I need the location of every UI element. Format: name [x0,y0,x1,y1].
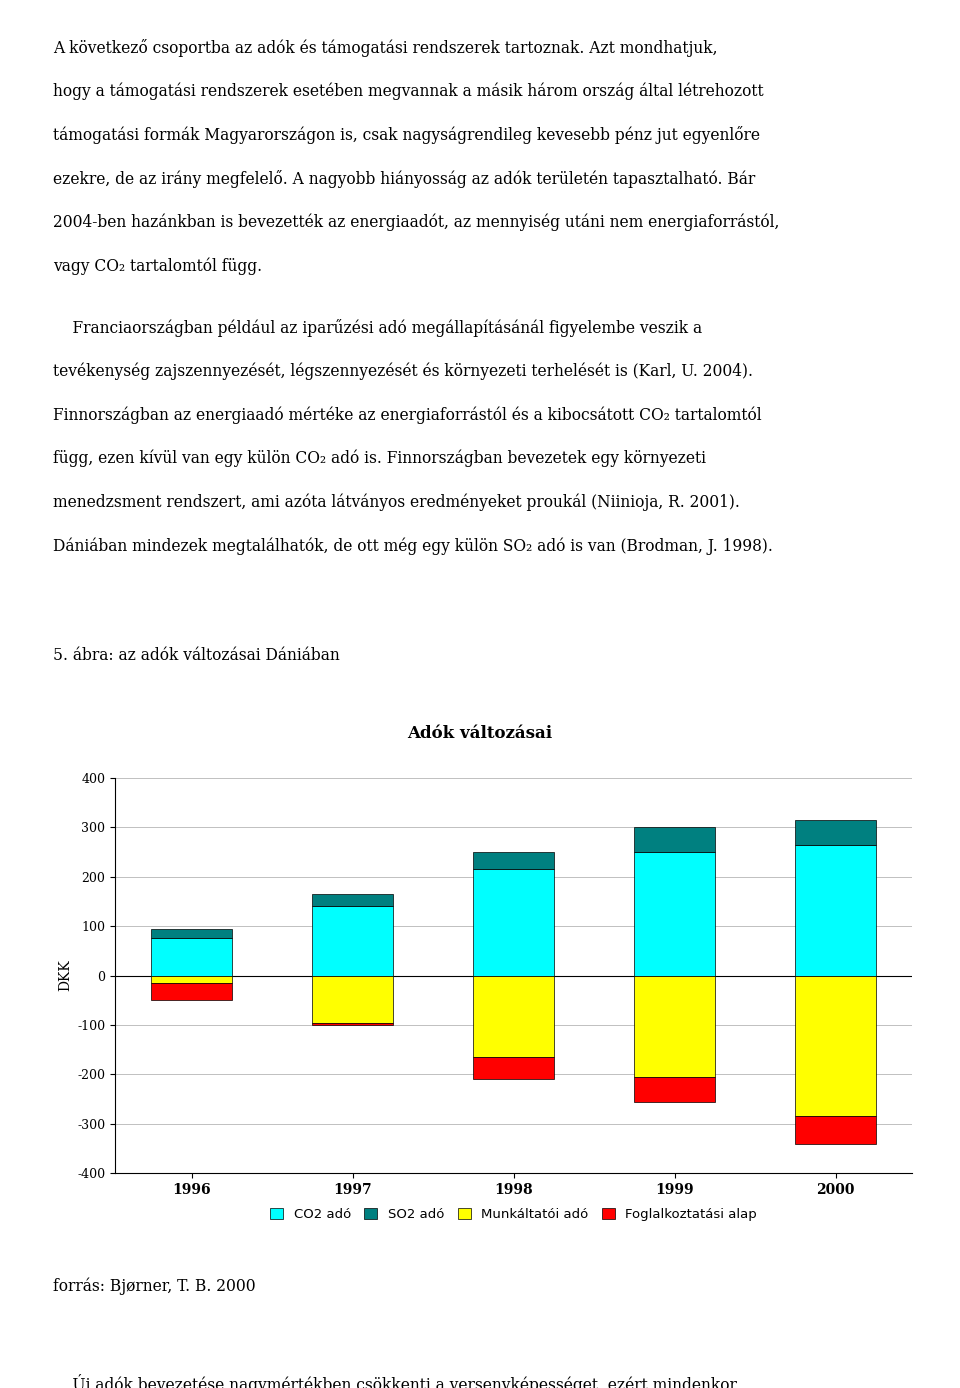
Text: Új adók bevezetése nagymértékben csökkenti a versenyképességet, ezért mindenkor: Új adók bevezetése nagymértékben csökken… [53,1374,736,1388]
Text: 5. ábra: az adók változásai Dániában: 5. ábra: az adók változásai Dániában [53,647,340,663]
Legend: CO2 adó, SO2 adó, Munkáltatói adó, Foglalkoztatási alap: CO2 adó, SO2 adó, Munkáltatói adó, Fogla… [265,1202,762,1226]
Text: vagy CO₂ tartalomtól függ.: vagy CO₂ tartalomtól függ. [53,258,262,275]
Text: Finnországban az energiaadó mértéke az energiaforrástól és a kibocsátott CO₂ tar: Finnországban az energiaadó mértéke az e… [53,407,761,423]
Text: Adók változásai: Adók változásai [407,726,553,743]
Bar [635,827,715,852]
Text: tevékenység zajszennyezését, légszennyezését és környezeti terhelését is (Karl, : tevékenység zajszennyezését, légszennyez… [53,362,753,380]
Bar [795,820,876,844]
Text: Dániában mindezek megtalálhatók, de ott még egy külön SO₂ adó is van (Brodman, J: Dániában mindezek megtalálhatók, de ott … [53,537,773,555]
Text: A következő csoportba az adók és támogatási rendszerek tartoznak. Azt mondhatjuk: A következő csoportba az adók és támogat… [53,39,717,57]
Bar [635,852,715,976]
Text: hogy a támogatási rendszerek esetében megvannak a másik három ország által létre: hogy a támogatási rendszerek esetében me… [53,83,763,100]
Bar [795,1116,876,1144]
Bar [473,852,554,869]
Bar [312,894,393,906]
Bar [312,906,393,976]
Bar [152,976,232,983]
Bar [312,976,393,1023]
Text: függ, ezen kívül van egy külön CO₂ adó is. Finnországban bevezetek egy környezet: függ, ezen kívül van egy külön CO₂ adó i… [53,450,706,468]
Bar [635,976,715,1077]
Bar [795,844,876,976]
Bar [152,929,232,938]
Text: ezekre, de az irány megfelelő. A nagyobb hiányosság az adók területén tapasztalh: ezekre, de az irány megfelelő. A nagyobb… [53,171,756,187]
Bar [635,1077,715,1102]
Bar [152,983,232,1001]
Text: menedzsment rendszert, ami azóta látványos eredményeket proukál (Niinioja, R. 20: menedzsment rendszert, ami azóta látvány… [53,494,739,511]
Y-axis label: DKK: DKK [58,959,72,991]
Bar [152,938,232,976]
Bar [473,869,554,976]
Bar [473,976,554,1058]
Text: forrás: Bjørner, T. B. 2000: forrás: Bjørner, T. B. 2000 [53,1277,255,1295]
Text: támogatási formák Magyarországon is, csak nagyságrendileg kevesebb pénz jut egye: támogatási formák Magyarországon is, csa… [53,126,759,144]
Bar [312,1023,393,1024]
Bar [795,976,876,1116]
Text: Franciaországban például az iparűzési adó megállapításánál figyelembe veszik a: Franciaországban például az iparűzési ad… [53,319,702,337]
Text: 2004-ben hazánkban is bevezették az energiaadót, az mennyiség utáni nem energiaf: 2004-ben hazánkban is bevezették az ener… [53,214,780,232]
Bar [473,1058,554,1080]
